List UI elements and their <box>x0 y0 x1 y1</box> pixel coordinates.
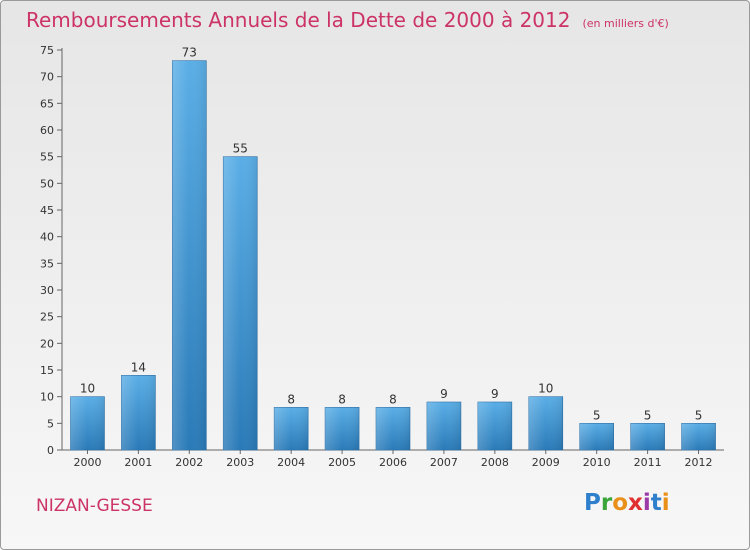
x-tick-label: 2001 <box>124 456 152 469</box>
bar-value-label: 8 <box>389 392 397 406</box>
bar-shade <box>681 423 716 450</box>
bar-shade <box>70 396 105 450</box>
proxiti-logo[interactable]: Proxiti <box>584 490 670 516</box>
bar-value-label: 14 <box>131 360 146 374</box>
y-tick-label: 35 <box>40 257 54 270</box>
y-tick-label: 20 <box>40 337 54 350</box>
bar-value-label: 10 <box>80 382 95 396</box>
chart-title-text: Remboursements Annuels de la Dette de 20… <box>26 8 571 32</box>
bar-shade <box>528 396 563 450</box>
y-tick-label: 0 <box>47 444 54 457</box>
x-tick-label: 2009 <box>532 456 560 469</box>
chart-title: Remboursements Annuels de la Dette de 20… <box>26 8 669 32</box>
bar-shade <box>579 423 614 450</box>
y-tick-label: 5 <box>47 417 54 430</box>
bar-shade <box>376 407 410 450</box>
bar-shade <box>274 407 309 450</box>
bar-shade <box>325 407 360 450</box>
y-tick-label: 40 <box>40 231 54 244</box>
x-tick-label: 2010 <box>583 456 611 469</box>
bar-value-label: 5 <box>695 408 703 422</box>
x-tick-label: 2008 <box>481 456 509 469</box>
bar-value-label: 8 <box>338 392 346 406</box>
bar-shade <box>172 60 207 451</box>
bar-value-label: 55 <box>233 142 248 156</box>
x-tick-label: 2006 <box>379 456 407 469</box>
commune-name: NIZAN-GESSE <box>36 496 153 516</box>
bar-value-label: 9 <box>491 387 499 401</box>
x-tick-label: 2011 <box>634 456 662 469</box>
y-tick-label: 30 <box>40 284 54 297</box>
bar-shade <box>630 423 665 450</box>
x-tick-label: 2012 <box>685 456 713 469</box>
bar-shade <box>477 402 512 450</box>
x-tick-label: 2002 <box>175 456 203 469</box>
y-tick-label: 75 <box>40 44 54 57</box>
y-tick-label: 65 <box>40 97 54 110</box>
x-tick-label: 2000 <box>73 456 101 469</box>
bar-value-label: 5 <box>593 408 601 422</box>
bar-value-label: 10 <box>538 382 553 396</box>
bar-shade <box>121 375 156 450</box>
x-tick-label: 2003 <box>226 456 254 469</box>
x-tick-label: 2005 <box>328 456 356 469</box>
y-tick-label: 15 <box>40 364 54 377</box>
y-tick-label: 55 <box>40 151 54 164</box>
bar-value-label: 9 <box>440 387 448 401</box>
y-tick-label: 60 <box>40 124 54 137</box>
bar-shade <box>426 402 461 450</box>
y-tick-label: 25 <box>40 311 54 324</box>
bar-value-label: 8 <box>287 392 295 406</box>
y-tick-label: 50 <box>40 177 54 190</box>
y-tick-label: 70 <box>40 71 54 84</box>
y-tick-label: 10 <box>40 391 54 404</box>
bar-value-label: 5 <box>644 408 652 422</box>
x-tick-label: 2007 <box>430 456 458 469</box>
x-tick-label: 2004 <box>277 456 305 469</box>
y-tick-label: 45 <box>40 204 54 217</box>
bar-value-label: 73 <box>182 46 197 60</box>
chart-unit: (en milliers d'€) <box>582 17 669 30</box>
bar-shade <box>223 156 258 450</box>
